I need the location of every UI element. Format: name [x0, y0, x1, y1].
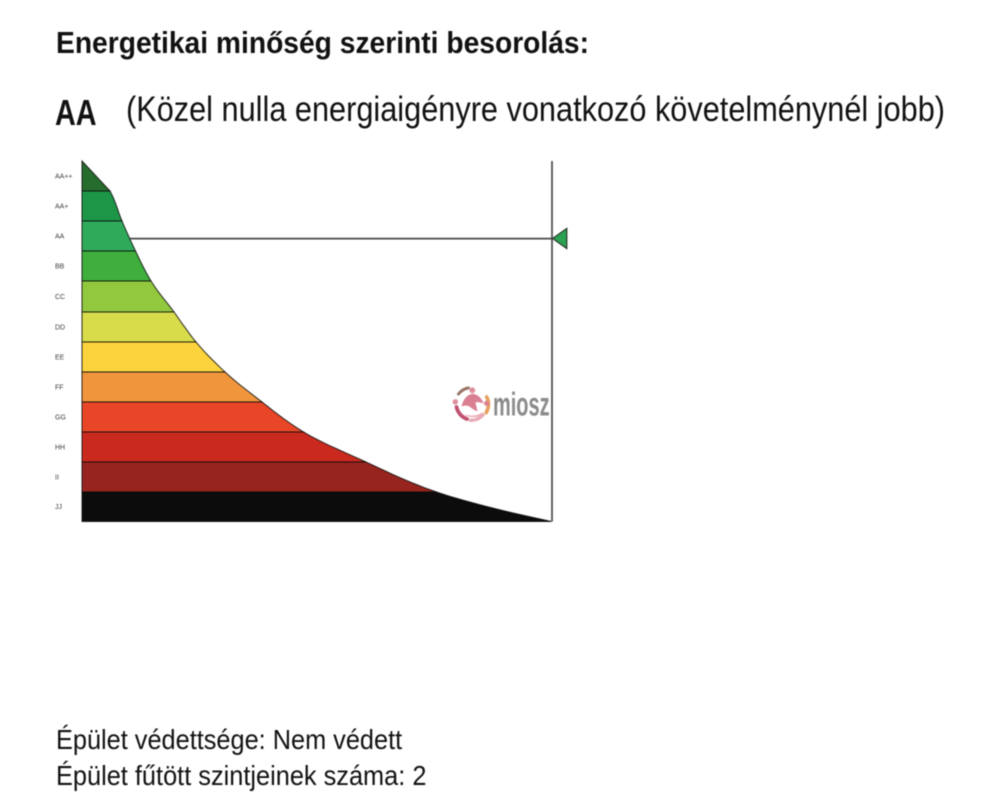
svg-text:GG: GG	[55, 415, 66, 422]
svg-text:AA+: AA+	[55, 204, 68, 211]
svg-text:EE: EE	[55, 355, 65, 362]
svg-text:BB: BB	[55, 264, 65, 271]
svg-text:FF: FF	[55, 385, 64, 392]
svg-text:HH: HH	[55, 445, 65, 452]
svg-text:AA: AA	[55, 234, 65, 241]
svg-text:JJ: JJ	[55, 504, 62, 511]
svg-text:DD: DD	[55, 325, 65, 332]
svg-text:miosz: miosz	[493, 385, 550, 423]
svg-text:AA++: AA++	[55, 174, 73, 181]
svg-text:II: II	[55, 475, 59, 482]
svg-text:CC: CC	[55, 294, 65, 301]
